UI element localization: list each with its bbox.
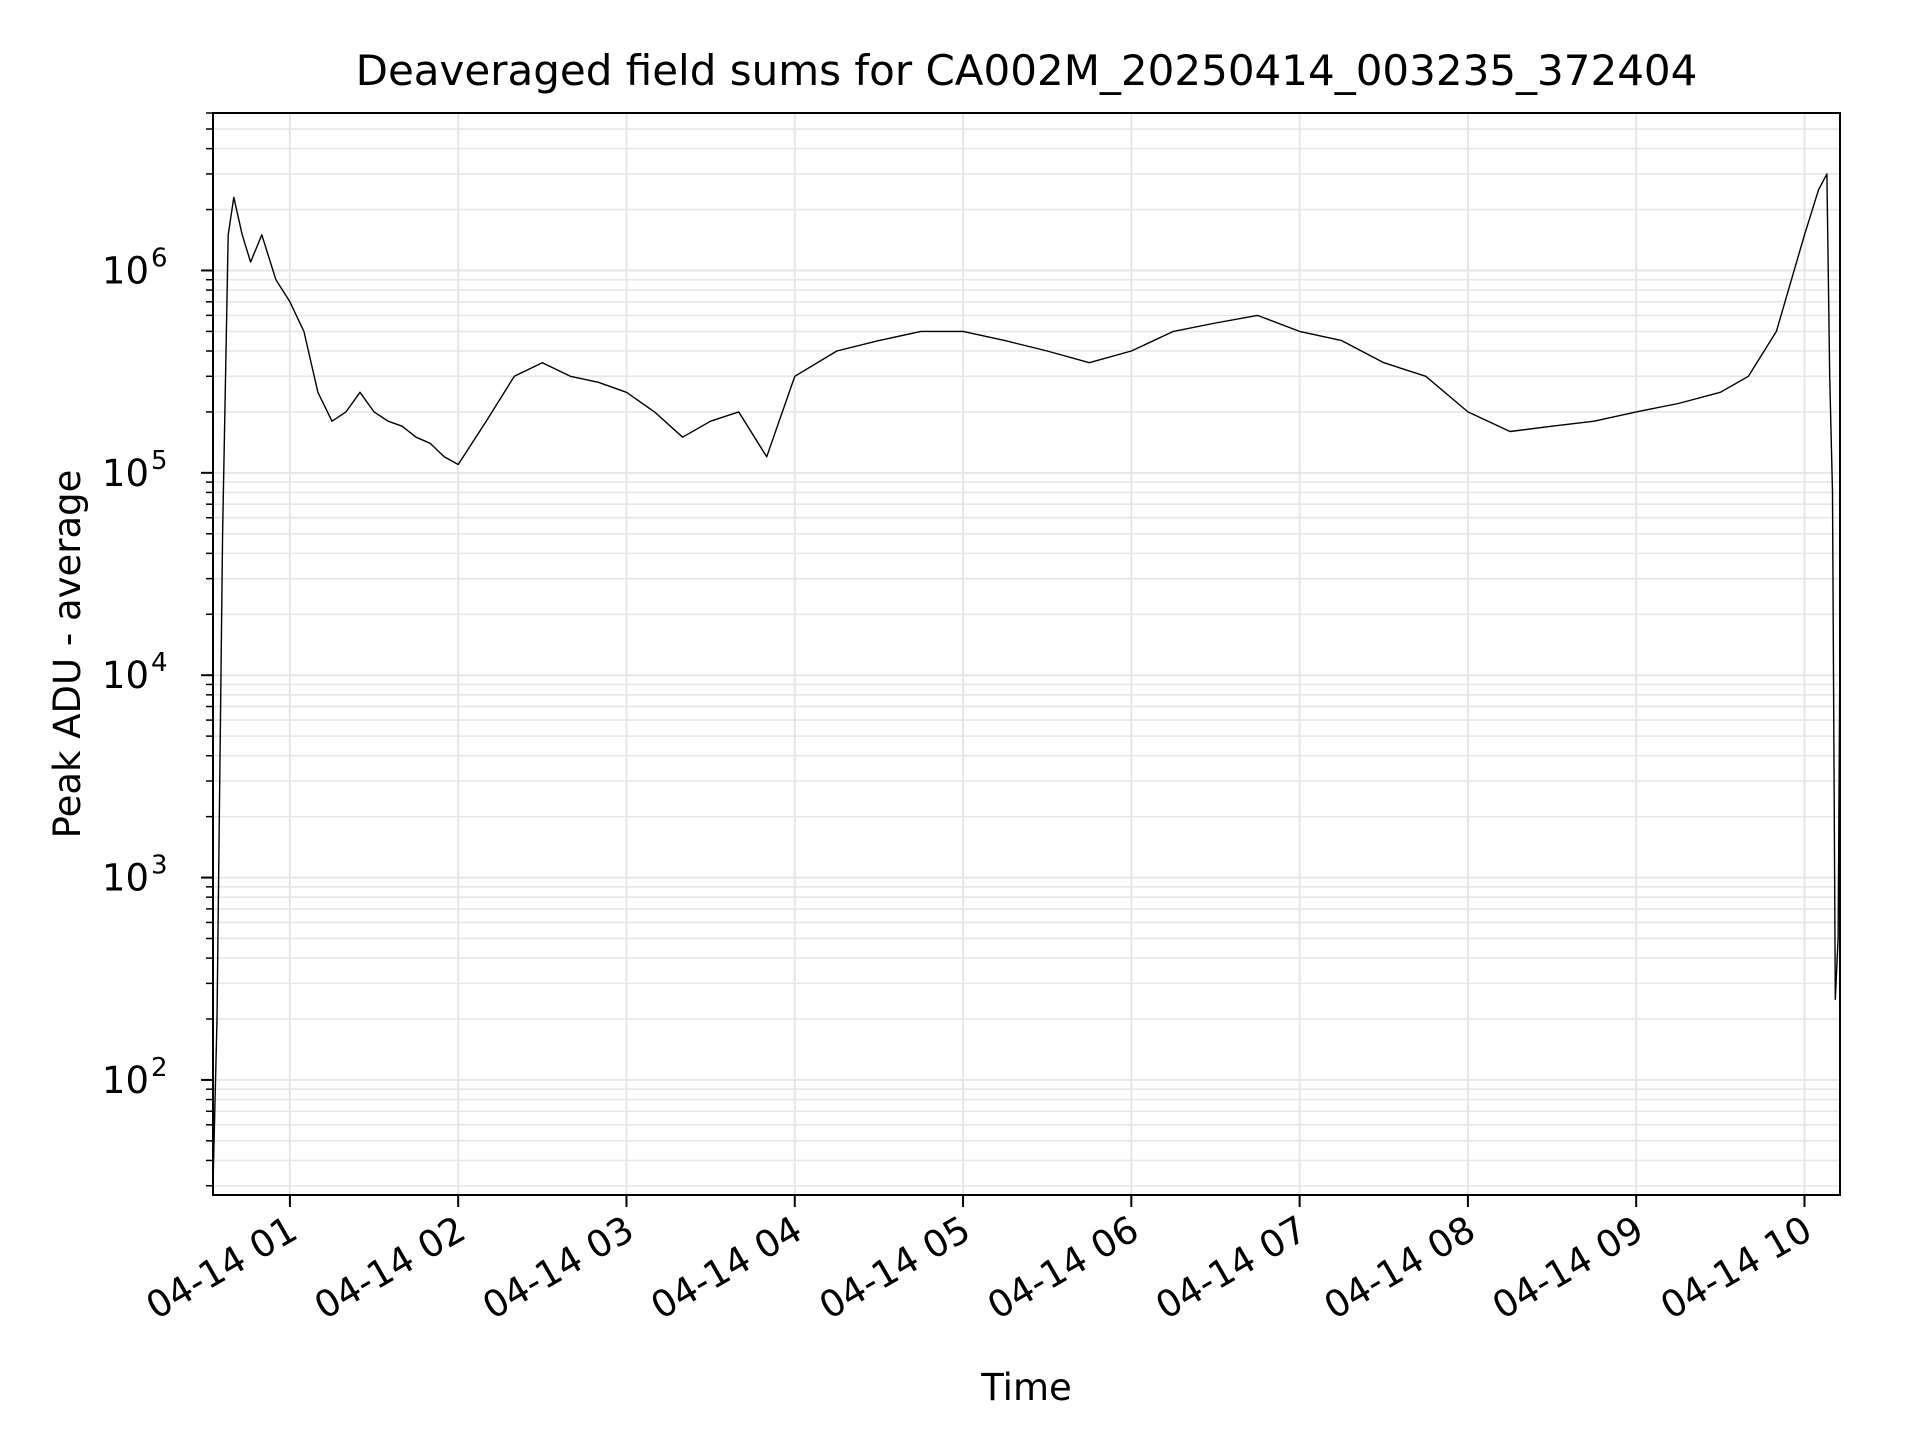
plot-frame	[212, 112, 1841, 1196]
y-tick-label: 10	[102, 249, 149, 292]
y-tick-exponent: 6	[151, 243, 168, 273]
y-tick-exponent: 5	[151, 446, 168, 476]
y-tick-exponent: 3	[151, 851, 168, 881]
series-line	[212, 173, 1841, 1186]
y-tick-exponent: 4	[151, 648, 168, 678]
y-tick-label: 10	[102, 452, 149, 495]
y-tick-label: 10	[102, 857, 149, 900]
series-group	[212, 173, 1841, 1186]
y-tick-label: 10	[102, 1059, 149, 1102]
y-tick-exponent: 2	[151, 1053, 168, 1083]
grid	[213, 112, 1840, 1195]
y-axis-label: Peak ADU - average	[46, 470, 89, 839]
chart-title: Deaveraged field sums for CA002M_2025041…	[356, 46, 1698, 95]
y-tick-label: 10	[102, 654, 149, 697]
x-axis-label: Time	[980, 1366, 1072, 1409]
